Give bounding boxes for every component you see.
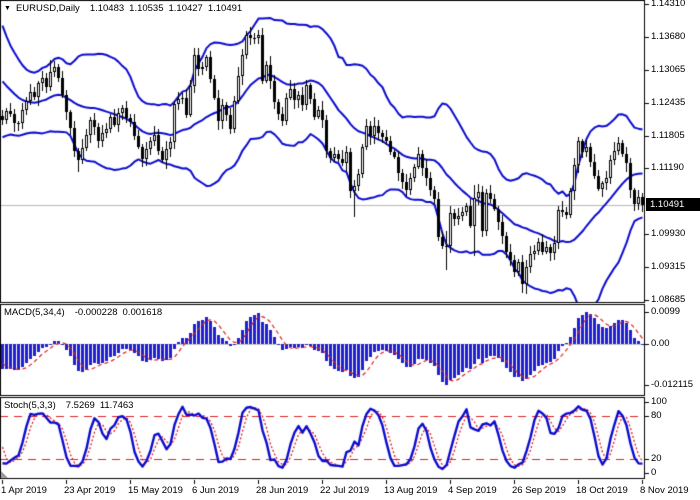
- current-price-tag: 1.10491: [646, 198, 700, 211]
- symbol-dropdown-icon[interactable]: ▼: [4, 5, 11, 12]
- panel-drag-marker-icon[interactable]: [1, 471, 8, 478]
